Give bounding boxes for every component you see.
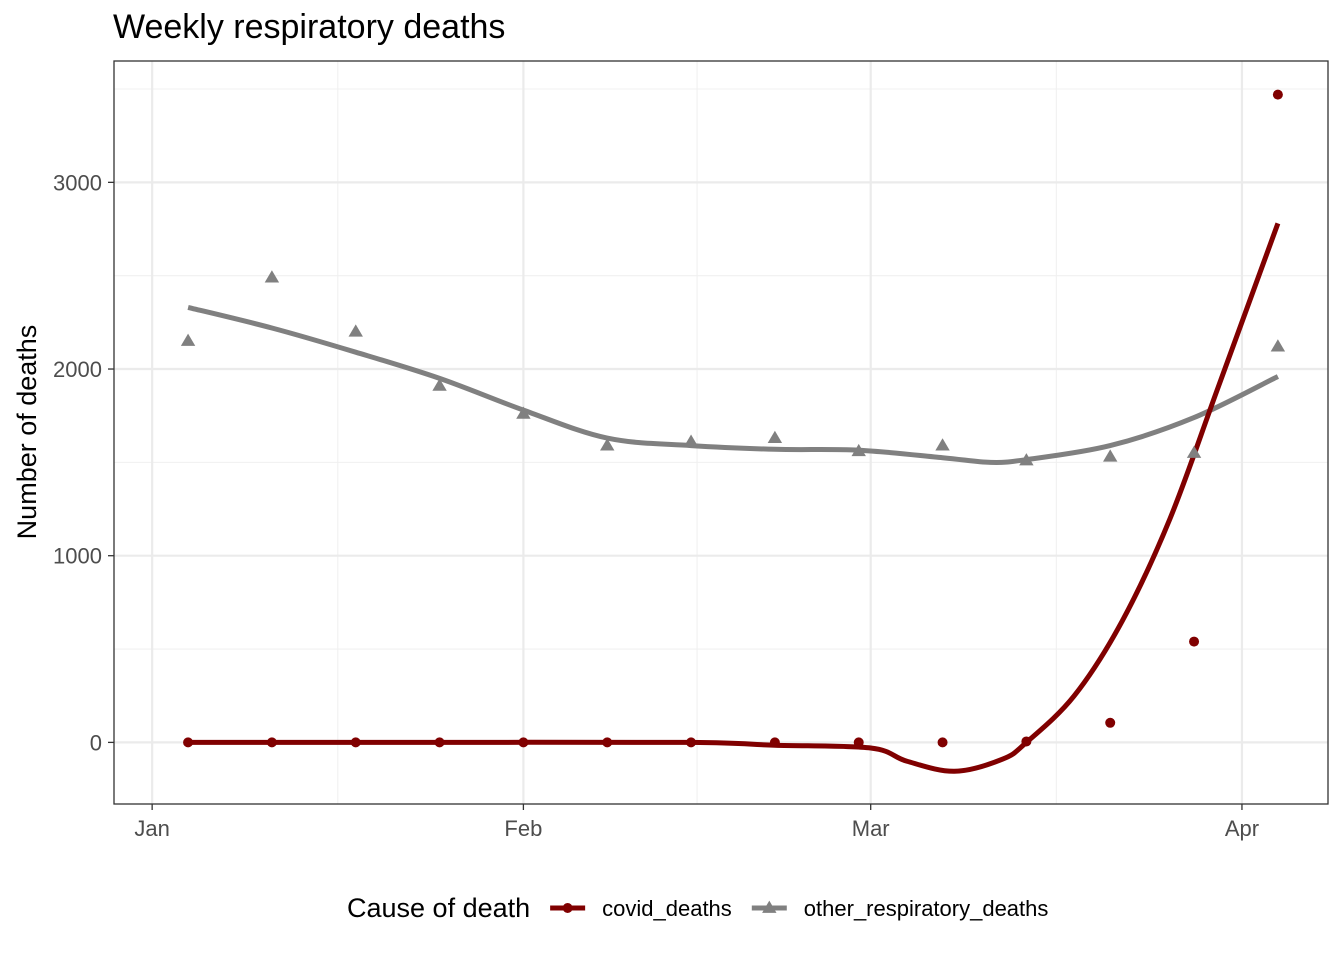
point-covid-deaths: [518, 737, 529, 748]
legend-label-covid-deaths: covid_deaths: [602, 896, 732, 921]
y-tick-label: 1000: [53, 544, 102, 569]
point-covid-deaths: [937, 737, 948, 748]
legend: Cause of death covid_deaths other_respira…: [347, 893, 1048, 923]
point-covid-deaths: [602, 737, 613, 748]
panel-border: [113, 60, 1329, 805]
x-axis: Jan Feb Mar Apr: [134, 804, 1259, 841]
point-other-respiratory-deaths: [432, 378, 447, 391]
point-covid-deaths: [434, 737, 445, 748]
point-covid-deaths: [769, 737, 780, 748]
point-other-respiratory-deaths: [767, 430, 783, 443]
legend-key-marker-other-respiratory-deaths: [762, 900, 777, 913]
point-covid-deaths: [1021, 736, 1032, 747]
y-tick-label: 3000: [53, 170, 102, 195]
point-other-respiratory-deaths: [180, 333, 196, 346]
point-other-respiratory-deaths: [600, 438, 615, 451]
point-covid-deaths: [266, 737, 277, 748]
point-other-respiratory-deaths: [683, 434, 699, 447]
data-points: [180, 89, 1286, 748]
point-other-respiratory-deaths: [1270, 339, 1286, 352]
point-other-respiratory-deaths: [348, 324, 363, 337]
smooth-line-other-respiratory-deaths: [187, 304, 1279, 465]
point-other-respiratory-deaths: [1019, 453, 1034, 466]
y-tick-label: 0: [90, 730, 102, 755]
x-tick-label: Mar: [852, 816, 890, 841]
legend-item-other-respiratory-deaths: other_respiratory_deaths: [751, 896, 1049, 921]
point-other-respiratory-deaths: [1186, 445, 1202, 458]
point-covid-deaths: [1105, 717, 1116, 728]
point-other-respiratory-deaths: [516, 406, 531, 419]
legend-title: Cause of death: [347, 893, 530, 923]
x-tick-label: Apr: [1225, 816, 1259, 841]
legend-label-other-respiratory-deaths: other_respiratory_deaths: [804, 896, 1049, 921]
grid-minor: [114, 61, 1328, 804]
smooth-line-covid-deaths: [188, 222, 1281, 774]
chart-title: Weekly respiratory deaths: [113, 8, 505, 46]
legend-key-marker-covid-deaths: [562, 903, 573, 913]
y-axis: 0 1000 2000 3000: [53, 170, 114, 755]
smooth-lines: [187, 222, 1281, 774]
point-other-respiratory-deaths: [851, 443, 866, 457]
point-other-respiratory-deaths: [264, 270, 280, 283]
point-covid-deaths: [183, 737, 194, 748]
point-covid-deaths: [1272, 89, 1283, 100]
y-axis-title: Number of deaths: [12, 325, 42, 540]
point-covid-deaths: [853, 737, 864, 748]
legend-item-covid-deaths: covid_deaths: [550, 896, 732, 921]
point-other-respiratory-deaths: [1103, 449, 1118, 462]
point-covid-deaths: [1189, 636, 1200, 647]
grid-major: [114, 61, 1328, 804]
x-tick-label: Jan: [134, 816, 169, 841]
x-tick-label: Feb: [504, 816, 542, 841]
point-covid-deaths: [350, 737, 361, 748]
point-other-respiratory-deaths: [935, 438, 950, 451]
y-tick-label: 2000: [53, 357, 102, 382]
point-covid-deaths: [686, 737, 697, 748]
